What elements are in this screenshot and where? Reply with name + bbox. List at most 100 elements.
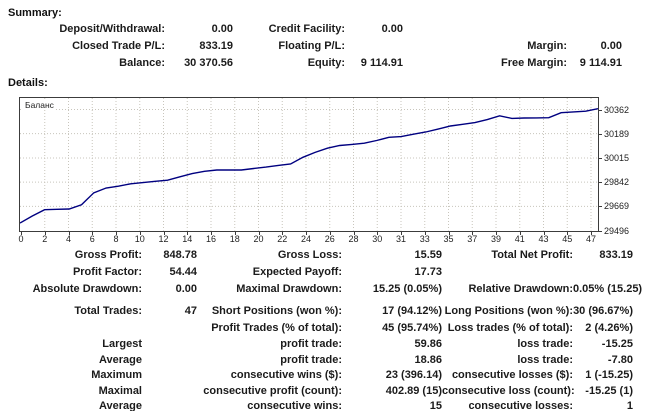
extremes-label-r3c0: Maximal xyxy=(98,384,142,397)
x-axis-tick xyxy=(258,232,260,235)
results-label-r2c2: Maximal Drawdown: xyxy=(236,283,342,295)
x-axis-tick xyxy=(282,232,284,235)
x-axis-label: 16 xyxy=(205,234,217,244)
results-value-r1c3: 17.73 xyxy=(414,266,442,278)
results-value-r0c1: 848.78 xyxy=(163,249,197,261)
balance-chart: Баланс 0 2 4 6 8 10 12 14 16 18 20 22 24 26 28 30 31 33 35… xyxy=(0,92,650,248)
trades-value-r1c5: 2 (4.26%) xyxy=(585,322,633,334)
extremes-value-r2c3: 23 (396.14) xyxy=(385,369,442,381)
results-value-r0c3: 15.59 xyxy=(414,249,442,261)
x-axis-label: 30 xyxy=(372,234,383,244)
x-axis-tick xyxy=(234,232,236,235)
results-label-r2c0: Absolute Drawdown: xyxy=(32,283,142,295)
extremes-value-r0c1 xyxy=(142,337,197,353)
trades-value-r0c3: 17 (94.12%) xyxy=(382,305,442,317)
x-axis-label: 0 xyxy=(18,234,24,244)
results-value-r1c5 xyxy=(573,264,633,281)
x-axis-tick xyxy=(92,232,94,235)
x-axis-label: 18 xyxy=(229,234,240,244)
extremes-label-r2c0: Maximum xyxy=(91,369,142,381)
summary-label-r0c2: Credit Facility: xyxy=(268,23,345,35)
x-axis-tick xyxy=(21,232,22,235)
x-axis-tick xyxy=(353,232,355,235)
extremes-value-r1c3: 18.86 xyxy=(414,353,442,366)
summary-label-r0c4 xyxy=(403,21,567,38)
y-axis-label: 29669 xyxy=(604,201,630,212)
details-trades-grid: Total Trades: 47 Short Positions (won %): 1… xyxy=(0,303,633,337)
x-axis-label: 22 xyxy=(277,234,288,244)
y-axis-label: 30362 xyxy=(604,104,630,115)
x-axis-label: 12 xyxy=(158,234,169,244)
details-section-title: Details: xyxy=(8,77,48,89)
results-value-r2c1: 0.00 xyxy=(175,283,197,295)
x-axis-label: 6 xyxy=(89,234,95,244)
y-axis-tick xyxy=(599,133,602,135)
summary-value-r2c1: 30 370.56 xyxy=(184,57,233,69)
trades-label-r1c2: Profit Trades (% of total): xyxy=(211,322,342,334)
summary-value-r1c1: 833.19 xyxy=(199,40,233,52)
x-axis-tick xyxy=(329,232,331,235)
x-axis-label: 41 xyxy=(514,234,525,244)
chart-legend-label: Баланс xyxy=(23,100,56,110)
summary-label-r1c4: Margin: xyxy=(527,40,567,52)
results-label-r0c2: Gross Loss: xyxy=(277,249,342,261)
y-axis-tick xyxy=(599,109,602,111)
y-axis-label: 30015 xyxy=(604,152,630,163)
extremes-label-r4c4: consecutive losses: xyxy=(468,400,573,411)
results-value-r1c1: 54.44 xyxy=(169,266,197,278)
extremes-label-r3c2: consecutive profit (count): xyxy=(203,384,342,397)
trades-value-r1c1 xyxy=(142,320,197,337)
summary-value-r2c3: 9 114.91 xyxy=(360,57,403,69)
results-value-r0c5: 833.19 xyxy=(599,249,633,261)
x-axis-tick xyxy=(567,232,569,235)
extremes-label-r1c2: profit trade: xyxy=(280,353,342,366)
x-axis-tick xyxy=(163,232,165,235)
x-axis-tick xyxy=(44,232,46,235)
x-axis-label: 33 xyxy=(419,234,430,244)
extremes-value-r0c3: 59.86 xyxy=(414,338,442,350)
extremes-value-r4c1 xyxy=(142,399,197,411)
results-label-r2c4: Relative Drawdown: xyxy=(468,283,573,295)
x-axis-tick xyxy=(472,232,474,235)
summary-label-r2c0: Balance: xyxy=(119,57,165,69)
extremes-value-r3c1 xyxy=(142,384,197,400)
extremes-label-r1c0: Average xyxy=(98,353,142,366)
x-axis-tick xyxy=(591,232,592,235)
results-label-r1c4 xyxy=(442,264,573,281)
balance-line-chart-svg xyxy=(20,98,598,231)
summary-value-r0c5 xyxy=(567,21,622,38)
y-axis-label: 29842 xyxy=(604,177,630,188)
results-value-r2c5: 0.05% (15.25) xyxy=(573,283,643,295)
results-value-r2c3: 15.25 (0.05%) xyxy=(372,283,442,295)
summary-value-r0c3: 0.00 xyxy=(381,23,403,35)
x-axis-label: 10 xyxy=(134,234,145,244)
extremes-value-r1c5: -7.80 xyxy=(607,353,633,366)
x-axis-tick xyxy=(496,232,497,235)
extremes-value-r2c5: 1 (-15.25) xyxy=(585,369,633,381)
extremes-value-r2c1 xyxy=(142,368,197,384)
x-axis-label: 8 xyxy=(113,234,119,244)
results-label-r1c2: Expected Payoff: xyxy=(252,266,342,278)
summary-value-r1c3 xyxy=(345,38,403,55)
x-axis-label: 31 xyxy=(395,234,407,244)
y-axis-tick xyxy=(599,206,602,208)
x-axis-label: 4 xyxy=(65,234,72,244)
y-axis-label: 30189 xyxy=(604,128,630,139)
x-axis-label: 2 xyxy=(42,234,48,244)
trades-value-r1c3: 45 (95.74%) xyxy=(382,322,442,334)
trades-label-r0c2: Short Positions (won %): xyxy=(211,305,342,317)
x-axis-label: 20 xyxy=(253,234,264,244)
summary-grid: Deposit/Withdrawal: 0.00 Credit Facility: 0… xyxy=(0,21,622,72)
x-axis-tick xyxy=(448,232,450,235)
results-label-r1c0: Profit Factor: xyxy=(72,266,142,278)
x-axis-tick xyxy=(116,232,117,235)
extremes-label-r4c0: Average xyxy=(98,400,142,411)
extremes-label-r1c4: loss trade: xyxy=(517,353,573,366)
x-axis-tick xyxy=(519,232,521,235)
summary-value-r2c5: 9 114.91 xyxy=(579,57,622,69)
balance-chart-plot: Баланс xyxy=(19,97,599,232)
x-axis-tick xyxy=(187,232,189,235)
extremes-label-r2c2: consecutive wins ($): xyxy=(230,369,342,381)
y-axis-tick xyxy=(599,230,602,232)
